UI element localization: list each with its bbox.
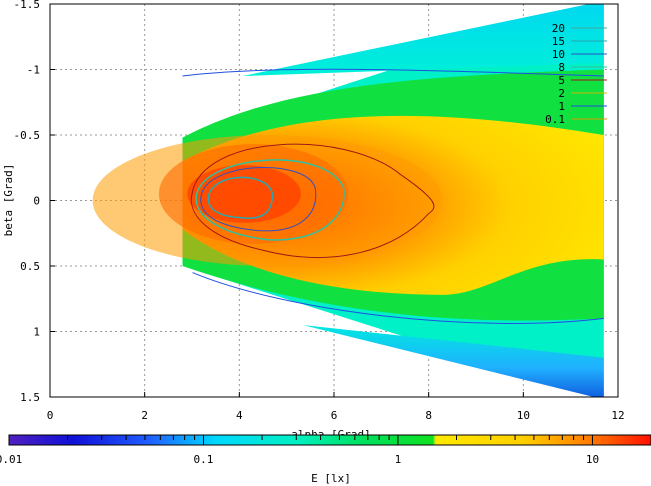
- y-tick-label: 1: [33, 326, 40, 339]
- x-tick-label: 10: [517, 409, 530, 422]
- x-tick-label: 6: [331, 409, 338, 422]
- colorbar-ticks: 0.01 0.1 1 10: [0, 435, 651, 466]
- x-tick-label: 0: [47, 409, 54, 422]
- y-tick-label: -1.5: [14, 0, 41, 11]
- y-tick-label: 0: [33, 195, 40, 208]
- heatmap-region: [92, 4, 604, 397]
- x-tick-label: 8: [425, 409, 432, 422]
- colorbar: 0.01 0.1 1 10 E [lx]: [0, 434, 651, 485]
- lower-blue-band: [302, 324, 604, 397]
- x-axis-ticks: 0 2 4 6 8 10 12: [47, 392, 625, 422]
- legend-label: 8: [558, 61, 565, 74]
- y-tick-label: 1.5: [20, 391, 40, 404]
- upper-cyan-band: [242, 4, 604, 77]
- y-tick-label: -0.5: [14, 129, 41, 142]
- contour-15: [207, 176, 274, 219]
- legend-label: 2: [558, 87, 565, 100]
- contour-1-lower: [192, 272, 604, 324]
- legend-label: 5: [558, 74, 565, 87]
- colorbar-tick-label: 1: [395, 453, 402, 466]
- red-core: [187, 165, 301, 223]
- y-tick-label: 0.5: [20, 260, 40, 273]
- legend-label: 20: [552, 22, 565, 35]
- x-tick-label: 2: [141, 409, 148, 422]
- y-axis-ticks: -1.5 -1 -0.5 0 0.5 1 1.5: [14, 0, 55, 404]
- colorbar-tick-label: 10: [586, 453, 599, 466]
- x-tick-label: 4: [236, 409, 243, 422]
- colorbar-tick-label: 0.01: [0, 453, 22, 466]
- contour-5: [190, 143, 435, 258]
- colorbar-gradient: [8, 434, 651, 446]
- colorbar-label: E [lx]: [311, 472, 351, 485]
- contour-8: [195, 159, 345, 241]
- legend-label: 0.1: [545, 113, 565, 126]
- legend-label: 15: [552, 35, 565, 48]
- contour-10: [200, 166, 317, 232]
- legend-label: 1: [558, 100, 565, 113]
- legend-label: 10: [552, 48, 565, 61]
- contour-lines: [182, 68, 604, 324]
- x-tick-label: 12: [611, 409, 624, 422]
- contour-1-upper: [182, 68, 604, 77]
- y-axis-label: beta [Grad]: [2, 164, 15, 237]
- colorbar-tick-label: 0.1: [194, 453, 214, 466]
- y-tick-label: -1: [27, 64, 40, 77]
